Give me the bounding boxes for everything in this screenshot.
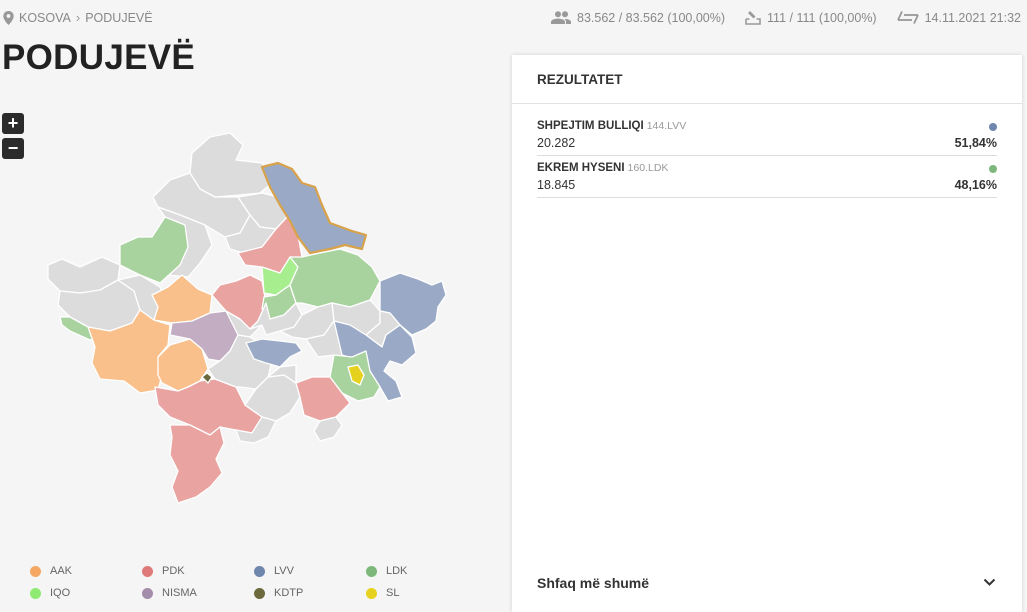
- results-panel: REZULTATET SHPEJTIM BULLIQI 144.LVV 20.28…: [512, 55, 1022, 612]
- people-icon: [551, 11, 571, 24]
- legend-item-sl[interactable]: SL: [366, 587, 450, 599]
- voters-count: 83.562 / 83.562 (100,00%): [577, 10, 726, 25]
- legend-label: PDK: [162, 565, 185, 577]
- candidate-name: EKREM HYSENI: [537, 162, 625, 174]
- legend-item-kdtp[interactable]: KDTP: [254, 587, 366, 599]
- show-more-label: Shfaq më shumë: [537, 575, 650, 591]
- candidate-row[interactable]: SHPEJTIM BULLIQI 144.LVV 20.282 51,84%: [537, 120, 997, 156]
- map-region-lvv-podujeve[interactable]: [260, 161, 368, 255]
- top-bar: KOSOVA › PODUJEVË 83.562 / 83.562 (100,0…: [0, 0, 1027, 34]
- location-pin-icon: [3, 10, 14, 25]
- candidate-name-wrap: EKREM HYSENI 160.LDK: [537, 162, 668, 174]
- candidate-code: 144.LVV: [646, 120, 687, 132]
- breadcrumb-current: PODUJEVË: [85, 10, 153, 25]
- legend-dot: [366, 565, 377, 577]
- updated-time: 14.11.2021 21:32: [924, 10, 1021, 25]
- map-region-dragash[interactable]: [235, 416, 277, 444]
- legend-item-pdk[interactable]: PDK: [142, 565, 254, 577]
- legend-label: LDK: [386, 565, 408, 577]
- candidate-percent: 51,84%: [954, 136, 997, 150]
- sync-arrows-icon: [896, 11, 919, 24]
- legend-label: AAK: [50, 565, 73, 577]
- page-title: PODUJEVË: [2, 38, 196, 77]
- legend-dot: [366, 587, 377, 599]
- map-region-pdk-prizren[interactable]: [169, 424, 225, 504]
- legend-item-aak[interactable]: AAK: [30, 565, 142, 577]
- candidate-code: 160.LDK: [627, 162, 669, 174]
- map-region-lvv-lipjan[interactable]: [245, 338, 303, 368]
- candidate-name: SHPEJTIM BULLIQI: [537, 120, 644, 132]
- legend-label: NISMA: [162, 587, 197, 599]
- legend-item-nisma[interactable]: NISMA: [142, 587, 254, 599]
- legend-label: KDTP: [274, 587, 304, 599]
- candidate-percent: 48,16%: [954, 178, 997, 192]
- kosovo-map[interactable]: [40, 125, 450, 510]
- zoom-in-button[interactable]: +: [2, 113, 24, 134]
- results-heading: REZULTATET: [512, 55, 1022, 104]
- legend-dot: [254, 565, 265, 577]
- legend-dot: [142, 587, 153, 599]
- map-region-zubin-potok[interactable]: [189, 132, 273, 198]
- map-region-pdk-kacanik[interactable]: [295, 376, 351, 422]
- breadcrumb: KOSOVA › PODUJEVË: [3, 10, 153, 25]
- breadcrumb-root[interactable]: KOSOVA: [19, 10, 71, 25]
- stations-stat: 111 / 111 (100,00%): [745, 10, 877, 25]
- candidate-color-dot: [989, 165, 997, 173]
- map-region-kdtp-mamusha[interactable]: [201, 372, 213, 384]
- zoom-out-button[interactable]: −: [2, 138, 24, 159]
- stats-bar: 83.562 / 83.562 (100,00%) 111 / 111 (100…: [531, 10, 1021, 25]
- stations-count: 111 / 111 (100,00%): [767, 10, 877, 25]
- legend-dot: [30, 587, 41, 599]
- show-more-button[interactable]: Shfaq më shumë: [512, 556, 1022, 612]
- map-region-viti[interactable]: [267, 364, 297, 384]
- legend-item-ldk[interactable]: LDK: [366, 565, 450, 577]
- voters-stat: 83.562 / 83.562 (100,00%): [551, 11, 725, 25]
- candidate-name-wrap: SHPEJTIM BULLIQI 144.LVV: [537, 120, 686, 132]
- legend-item-lvv[interactable]: LVV: [254, 565, 366, 577]
- map-region-ldk-northwest[interactable]: [119, 216, 189, 284]
- legend-label: SL: [386, 587, 400, 599]
- legend-dot: [254, 587, 265, 599]
- map-region-ldk-podujeve-west[interactable]: [289, 248, 381, 308]
- map-legend: AAK PDK LVV LDK IQO NISMA KDTP SL: [30, 565, 450, 599]
- legend-dot: [30, 565, 41, 577]
- legend-label: LVV: [274, 565, 294, 577]
- map-region-fushe-kosove[interactable]: [249, 302, 303, 336]
- candidate-row[interactable]: EKREM HYSENI 160.LDK 18.845 48,16%: [537, 162, 997, 198]
- legend-item-iqo[interactable]: IQO: [30, 587, 142, 599]
- breadcrumb-separator: ›: [75, 10, 81, 25]
- updated-stat: 14.11.2021 21:32: [896, 10, 1021, 25]
- map-region-sl-ranilug[interactable]: [347, 364, 365, 386]
- ballot-box-icon: [745, 11, 761, 25]
- candidate-color-dot: [989, 123, 997, 131]
- candidate-votes: 18.845: [537, 178, 576, 192]
- chevron-down-icon: [983, 578, 996, 586]
- legend-dot: [142, 565, 153, 577]
- legend-label: IQO: [50, 587, 71, 599]
- map-region-hani-elezit[interactable]: [313, 416, 343, 442]
- candidate-votes: 20.282: [537, 136, 576, 150]
